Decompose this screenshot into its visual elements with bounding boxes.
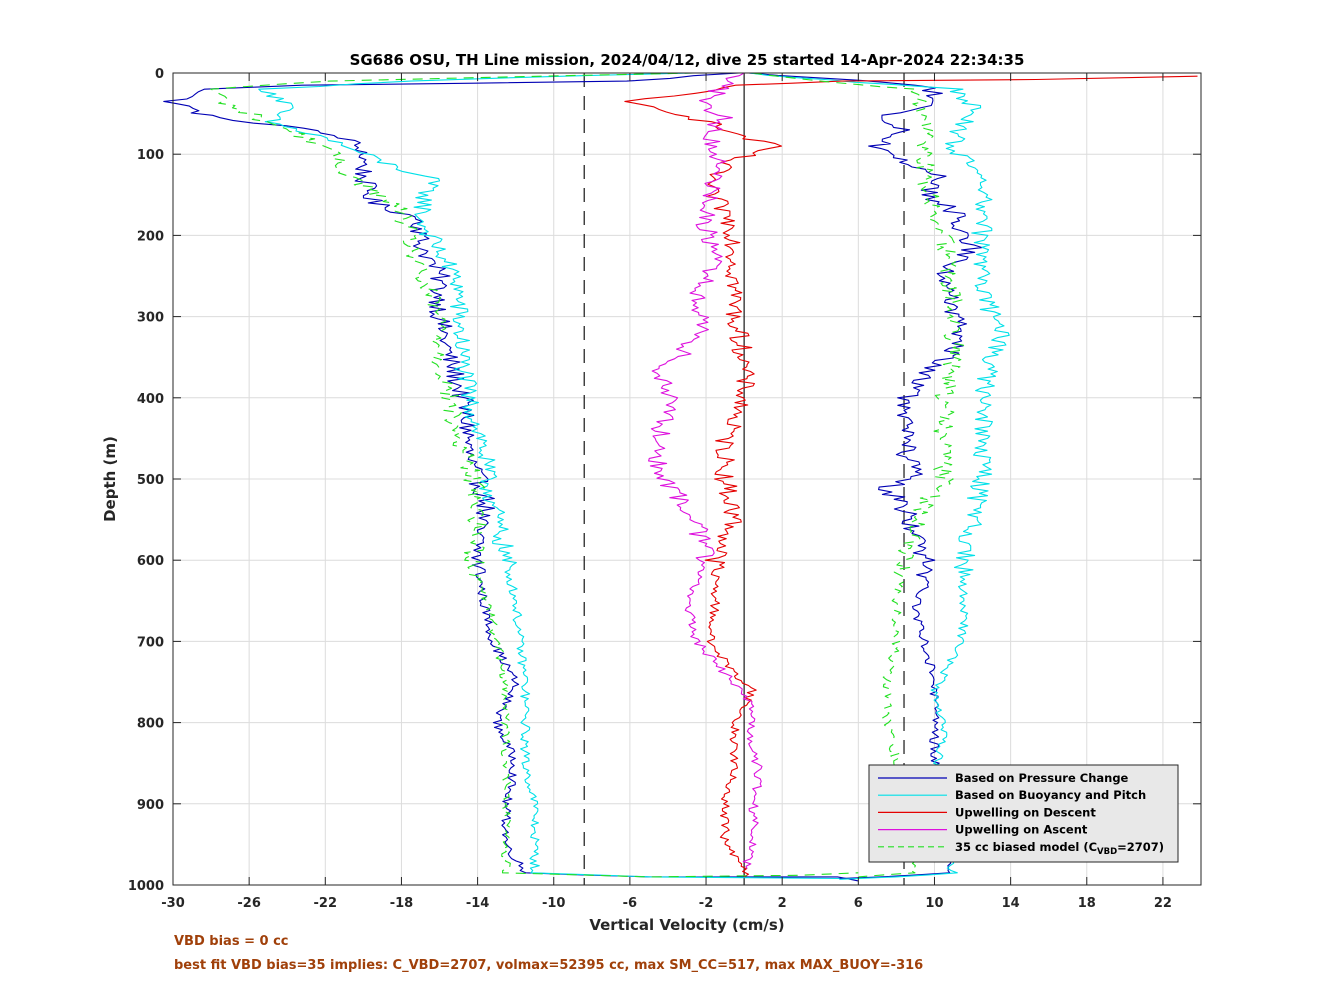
- legend-label: Upwelling on Ascent: [955, 823, 1088, 837]
- y-tick-label: 200: [137, 229, 164, 244]
- x-tick-label: 14: [1002, 896, 1020, 911]
- y-tick-label: 100: [137, 148, 164, 163]
- x-tick-label: 10: [925, 896, 943, 911]
- y-tick-label: 400: [137, 392, 164, 407]
- vbd-bias-note: VBD bias = 0 cc: [174, 934, 289, 949]
- series-line: [210, 72, 859, 878]
- x-tick-label: -26: [237, 896, 261, 911]
- legend-label: 35 cc biased model (CVBD=2707): [955, 840, 1164, 857]
- y-tick-label: 1000: [128, 879, 164, 894]
- y-tick-label: 700: [137, 635, 164, 650]
- x-tick-label: 6: [854, 896, 863, 911]
- series-line: [648, 72, 763, 870]
- y-tick-label: 800: [137, 717, 164, 732]
- y-tick-label: 0: [155, 67, 164, 82]
- x-tick-label: 18: [1078, 896, 1096, 911]
- chart-title: SG686 OSU, TH Line mission, 2024/04/12, …: [350, 51, 1025, 69]
- y-tick-label: 500: [137, 473, 164, 488]
- x-tick-label: -30: [161, 896, 185, 911]
- y-tick-label: 900: [137, 798, 164, 813]
- legend-label: Based on Buoyancy and Pitch: [955, 788, 1146, 802]
- y-tick-label: 600: [137, 554, 164, 569]
- x-tick-label: -18: [390, 896, 414, 911]
- x-tick-label: 22: [1154, 896, 1172, 911]
- reference-lines: [583, 73, 905, 885]
- y-tick-label: 300: [137, 311, 164, 326]
- legend: Based on Pressure Change Based on Buoyanc…: [868, 764, 1179, 863]
- series-line: [624, 75, 1198, 878]
- legend-box: [868, 764, 1179, 863]
- series-line: [258, 72, 840, 880]
- x-tick-label: 2: [778, 896, 787, 911]
- axis-ticks: -30 -26 -22 -18 -14 -10 -6 -2 2 6 10 14 18 2201002003…: [128, 67, 1201, 911]
- legend-label: Based on Pressure Change: [955, 771, 1129, 785]
- series-line: [748, 72, 983, 880]
- x-axis-label: Vertical Velocity (cm/s): [589, 916, 784, 934]
- series-line: [749, 72, 1010, 880]
- x-tick-label: -2: [699, 896, 713, 911]
- best-fit-note: best fit VBD bias=35 implies: C_VBD=2707…: [174, 958, 924, 973]
- series-lines: [163, 72, 1198, 882]
- x-tick-label: -10: [542, 896, 566, 911]
- x-tick-label: -22: [314, 896, 338, 911]
- y-axis-label: Depth (m): [101, 436, 119, 522]
- legend-label: Upwelling on Descent: [955, 805, 1096, 819]
- x-tick-label: -14: [466, 896, 490, 911]
- x-tick-label: -6: [623, 896, 637, 911]
